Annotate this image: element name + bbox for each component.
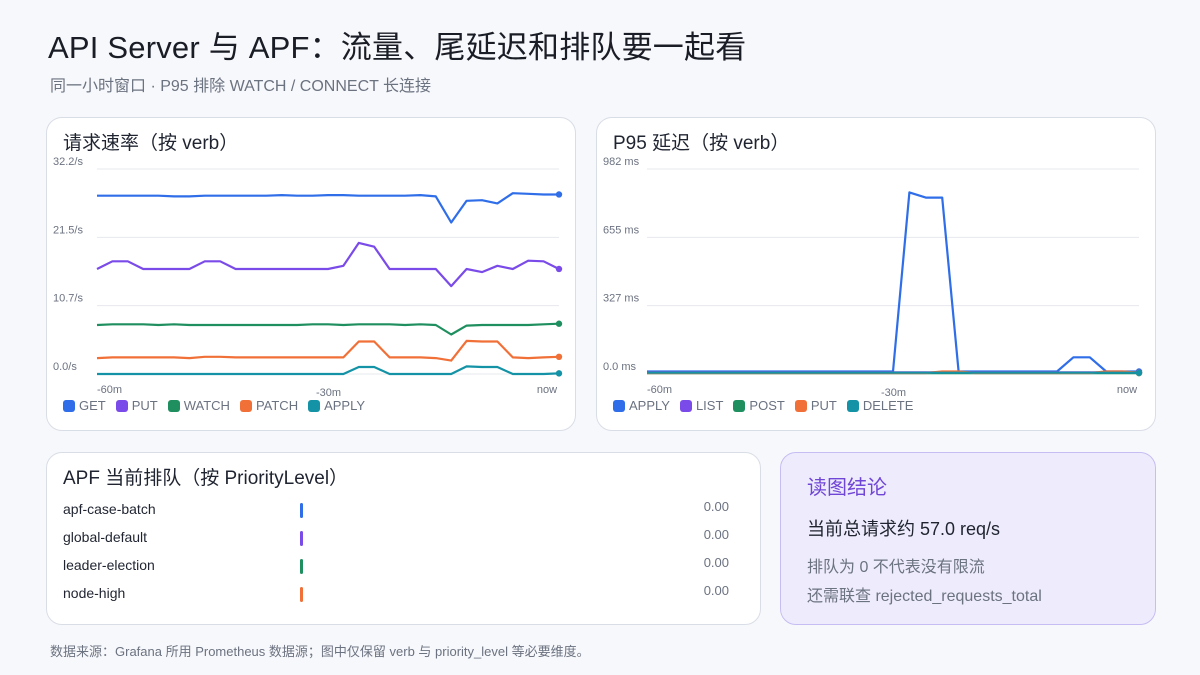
series-end-point-get: [555, 191, 563, 198]
rate-chart: 32.2/s 21.5/s 10.7/s 0.0/s -60m -30m now: [53, 156, 563, 399]
legend-label: POST: [749, 398, 785, 413]
x-tick-label: -60m: [97, 384, 122, 396]
x-tick-label: -30m: [316, 387, 341, 399]
apf-value-label: 0.00: [703, 499, 729, 514]
series-line-patch: [96, 339, 560, 362]
legend-swatch: [794, 399, 807, 412]
legend-item-apply: APPLY: [613, 398, 670, 413]
y-tick-label: 327 ms: [603, 293, 640, 305]
legend-item-get: GET: [63, 398, 106, 413]
series-line-put: [96, 241, 560, 288]
latency-chart: 982 ms 655 ms 327 ms 0.0 ms -60m -30m now: [603, 156, 1143, 399]
legend-label: PUT: [131, 398, 158, 413]
apf-category-label: global-default: [63, 529, 148, 545]
legend-label: APPLY: [324, 398, 366, 413]
latency-panel-title: P95 延迟（按 verb）: [613, 133, 790, 154]
apf-value-label: 0.00: [703, 583, 729, 598]
legend-item-post: POST: [733, 398, 785, 413]
page-subtitle: 同一小时窗口 · P95 排除 WATCH / CONNECT 长连接: [50, 78, 432, 95]
series-end-point-put: [555, 265, 563, 273]
y-tick-label: 0.0/s: [53, 361, 77, 373]
rate-panel: 请求速率（按 verb） 32.2/s 21.5/s 10.7/s 0.0/s -60m…: [46, 117, 576, 431]
legend-label: LIST: [695, 398, 724, 413]
series-line-watch: [96, 322, 560, 336]
conclusion-note-1: 排队为 0 不代表没有限流: [807, 559, 985, 576]
series-end-point-watch: [555, 320, 563, 327]
y-tick-label: 982 ms: [603, 156, 640, 168]
latency-legend: APPLY LIST POST PUT DELETE: [613, 398, 913, 413]
legend-swatch: [115, 399, 128, 412]
apf-bar: [300, 503, 303, 518]
conclusion-title: 读图结论: [807, 477, 887, 499]
legend-label: PUT: [810, 398, 837, 413]
legend-label: PATCH: [255, 398, 299, 413]
legend-swatch: [308, 399, 321, 412]
apf-bar: [300, 587, 303, 602]
apf-bar: [300, 559, 303, 574]
x-tick-label: -60m: [647, 384, 672, 396]
conclusion-note-2: 还需联查 rejected_requests_total: [807, 588, 1042, 605]
apf-value-label: 0.00: [703, 527, 729, 542]
y-tick-label: 21.5/s: [53, 224, 83, 236]
page-title: API Server 与 APF：流量、尾延迟和排队要一起看: [48, 30, 747, 65]
conclusion-panel: 读图结论 当前总请求约 57.0 req/s 排队为 0 不代表没有限流 还需联…: [780, 452, 1156, 625]
apf-category-label: node-high: [63, 585, 126, 601]
legend-swatch: [679, 399, 692, 412]
x-tick-label: now: [537, 384, 557, 396]
legend-item-put: PUT: [794, 398, 837, 413]
legend-swatch: [613, 399, 625, 412]
series-end-point-patch: [555, 353, 563, 361]
legend-label: APPLY: [629, 398, 670, 413]
legend-label: GET: [79, 398, 106, 413]
legend-label: WATCH: [183, 398, 230, 413]
legend-swatch: [239, 399, 252, 412]
legend-item-delete: DELETE: [846, 398, 914, 413]
series-line-get: [97, 192, 559, 224]
apf-value-label: 0.00: [703, 555, 729, 570]
y-tick-label: 10.7/s: [53, 293, 83, 305]
conclusion-main: 当前总请求约 57.0 req/s: [807, 519, 1001, 539]
apf-bar: [300, 531, 303, 546]
apf-category-label: leader-election: [63, 557, 155, 573]
y-tick-label: 655 ms: [603, 224, 640, 236]
apf-panel: APF 当前排队（按 PriorityLevel） apf-case-batch…: [46, 452, 761, 625]
x-tick-label: now: [1117, 384, 1137, 396]
apf-panel-title: APF 当前排队（按 PriorityLevel）: [63, 468, 349, 489]
legend-swatch: [63, 399, 75, 412]
legend-item-apply: APPLY: [308, 398, 365, 413]
series-line-apply: [647, 191, 1139, 373]
legend-swatch: [846, 399, 859, 412]
legend-swatch: [733, 399, 746, 412]
y-tick-label: 0.0 ms: [603, 361, 637, 373]
series-end-point-delete: [1135, 369, 1143, 376]
legend-item-put: PUT: [115, 398, 158, 413]
latency-panel: P95 延迟（按 verb） 982 ms 655 ms 327 ms 0.0 ms -…: [596, 117, 1156, 431]
legend-item-list: LIST: [679, 398, 724, 413]
series-end-point-apply: [555, 370, 563, 377]
legend-item-watch: WATCH: [167, 398, 230, 413]
series-line-apply: [97, 365, 560, 376]
footer-source-note: 数据来源：Grafana 所用 Prometheus 数据源；图中仅保留 ver…: [50, 644, 590, 659]
apf-category-label: apf-case-batch: [63, 501, 156, 517]
rate-legend: GET PUT WATCH PATCH APPLY: [63, 398, 365, 413]
legend-item-patch: PATCH: [239, 398, 299, 413]
legend-swatch: [167, 399, 180, 412]
legend-label: DELETE: [862, 398, 914, 413]
x-tick-label: -30m: [881, 387, 906, 399]
y-tick-label: 32.2/s: [53, 156, 83, 168]
rate-panel-title: 请求速率（按 verb）: [63, 133, 239, 154]
